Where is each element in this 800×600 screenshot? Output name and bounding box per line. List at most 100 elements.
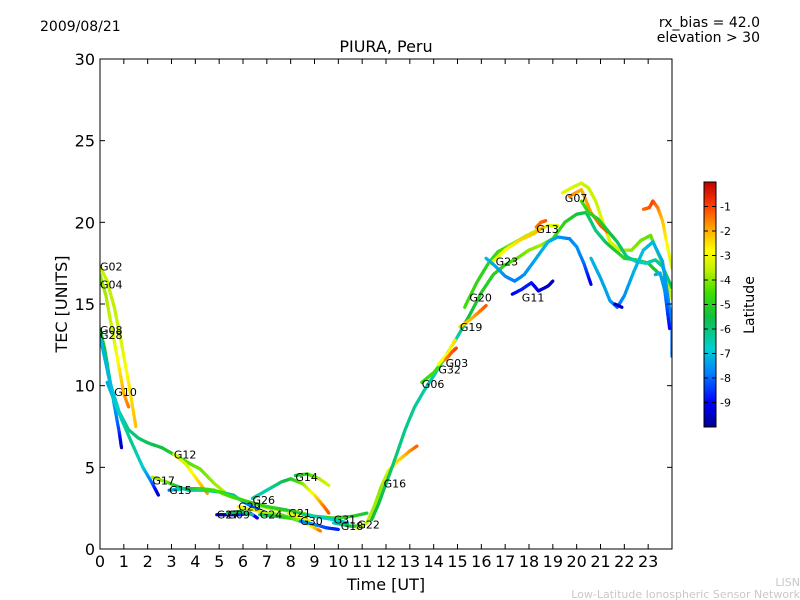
- series-g11b: [510, 279, 555, 296]
- satellite-label-g10: G10: [114, 386, 137, 399]
- colorbar-tick-label: -2: [720, 225, 731, 238]
- series-g21: [286, 511, 312, 523]
- series-g09: [225, 509, 255, 517]
- colorbar-ticks: -1 -2 -3 -4 -5 -6 -7 -8 -9: [704, 201, 731, 410]
- colorbar-tick-label: -6: [720, 323, 731, 336]
- satellite-label-g32: G32: [438, 363, 461, 376]
- series-g31: [312, 514, 350, 525]
- satellite-label-g28: G28: [100, 329, 123, 342]
- x-tick-label: 13: [400, 552, 420, 571]
- series-g28: [100, 335, 369, 520]
- x-tick-label: 20: [566, 552, 586, 571]
- track-segment: [414, 444, 419, 449]
- x-tick-label: 8: [286, 552, 296, 571]
- x-tick-label: 4: [190, 552, 200, 571]
- y-tick-label: 30: [75, 50, 95, 69]
- x-tick-label: 12: [376, 552, 396, 571]
- track-segment: [452, 338, 457, 344]
- track-segment: [483, 304, 488, 308]
- elevation-label: elevation > 30: [657, 30, 760, 46]
- y-axis: 0 5 10 15 20 25 30: [75, 50, 672, 559]
- series-g02: [100, 264, 138, 429]
- track-segment: [540, 225, 545, 230]
- track-segment: [156, 492, 160, 497]
- colorbar-tick-label: -3: [720, 250, 731, 263]
- colorbar-tick-label: -1: [720, 201, 731, 214]
- series-g12: [172, 452, 209, 496]
- satellite-label-g09: G09: [228, 509, 251, 522]
- track-segment: [588, 280, 593, 286]
- y-tick-label: 10: [75, 377, 95, 396]
- satellite-label-g18: G18: [341, 520, 364, 533]
- series-g19: [458, 304, 488, 329]
- satellite-label-g08: G08: [100, 324, 123, 337]
- x-tick-label: 16: [471, 552, 491, 571]
- series-g04: [100, 273, 131, 409]
- series-g26: [250, 477, 331, 515]
- x-axis-label: Time [UT]: [346, 575, 425, 594]
- colorbar-label: Latitude: [742, 276, 758, 334]
- x-tick-label: 18: [519, 552, 539, 571]
- series-layer: [100, 181, 672, 533]
- satellite-label-g02: G02: [100, 260, 123, 273]
- x-tick-label: 11: [352, 552, 372, 571]
- satellite-label-g03: G03: [446, 357, 469, 370]
- satellite-label-g21: G21: [288, 507, 311, 520]
- series-g30: [298, 519, 340, 532]
- y-tick-label: 15: [75, 295, 95, 314]
- date-label: 2009/08/21: [40, 19, 121, 35]
- colorbar-tick-label: -5: [720, 299, 731, 312]
- satellite-label-g13: G13: [536, 223, 559, 236]
- series-g13: [534, 219, 548, 229]
- series-g05b: [653, 271, 672, 331]
- satellite-label-g26: G26: [253, 494, 276, 507]
- x-tick-label: 14: [423, 552, 443, 571]
- satellite-label-g15: G15: [169, 484, 192, 497]
- x-tick-label: 6: [238, 552, 248, 571]
- chart-title: PIURA, Peru: [339, 37, 432, 56]
- series-g01b: [641, 199, 672, 270]
- x-tick-label: 21: [590, 552, 610, 571]
- footer-lisn: LISN: [775, 576, 800, 589]
- satellite-label-g17: G17: [152, 474, 175, 487]
- colorbar-tick-label: -7: [720, 348, 731, 361]
- satellite-label-g30: G30: [300, 515, 323, 528]
- x-tick-label: 0: [95, 552, 105, 571]
- track-segment: [550, 279, 555, 284]
- track-segment: [126, 403, 131, 409]
- x-tick-label: 7: [262, 552, 272, 571]
- x-tick-label: 2: [143, 552, 153, 571]
- y-tick-label: 0: [85, 540, 95, 559]
- satellite-label-g20: G20: [469, 292, 492, 305]
- x-tick-label: 3: [166, 552, 176, 571]
- series-g32: [436, 338, 457, 366]
- x-tick-label: 9: [309, 552, 319, 571]
- x-tick-label: 1: [119, 552, 129, 571]
- x-tick-label: 23: [638, 552, 658, 571]
- track-segment: [326, 482, 331, 487]
- series-g16: [370, 210, 672, 522]
- series-g03: [444, 346, 458, 362]
- colorbar-tick-label: -8: [720, 372, 731, 385]
- y-tick-label: 5: [85, 458, 95, 477]
- track-segment: [667, 322, 672, 331]
- track-segment: [133, 419, 138, 429]
- rx-bias-label: rx_bias = 42.0: [659, 15, 760, 31]
- satellite-label-g11: G11: [522, 292, 545, 305]
- satellite-label-g04: G04: [100, 278, 123, 291]
- satellite-label-g23: G23: [496, 256, 519, 269]
- x-axis: 0 1 2 3 4 5 6 7 8 9 10 11 12 13 14 15 16 17 18 19 20 21 22 23: [95, 59, 658, 571]
- y-axis-label: TEC [UNITS]: [52, 256, 71, 354]
- satellite-label-g14: G14: [295, 471, 318, 484]
- satellite-label-g27: G27: [217, 509, 240, 522]
- track-segment: [254, 515, 259, 520]
- x-tick-label: 19: [543, 552, 563, 571]
- x-tick-label: 10: [328, 552, 348, 571]
- satellite-label-g07: G07: [565, 192, 588, 205]
- colorbar-tick-label: -9: [720, 397, 731, 410]
- satellite-label-g06: G06: [422, 378, 445, 391]
- series-g11: [484, 235, 593, 286]
- satellite-label-g24: G24: [260, 509, 283, 522]
